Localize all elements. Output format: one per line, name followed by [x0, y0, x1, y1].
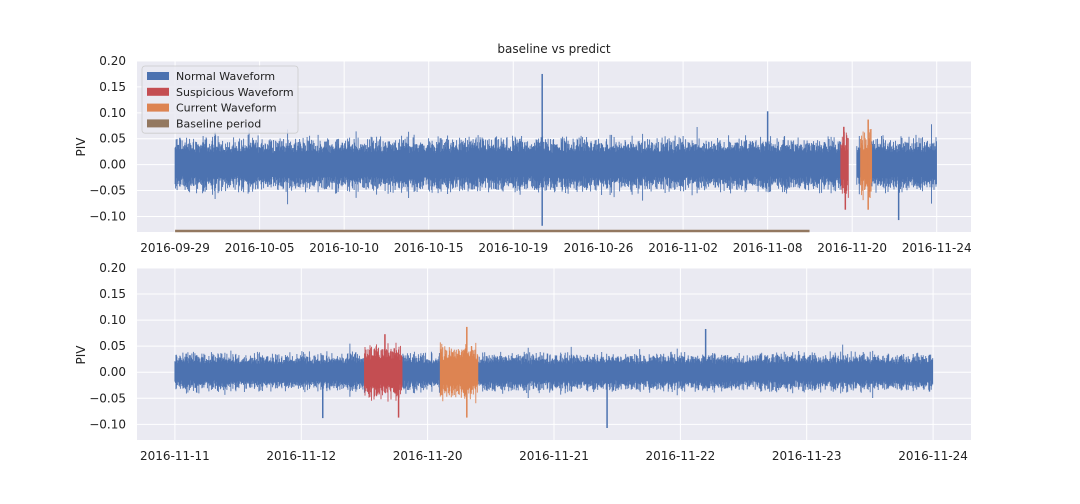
y-tick-label: 0.20	[99, 261, 126, 275]
x-tick-label: 2016-11-08	[733, 241, 803, 255]
chart-bottom: 0.20 0.15 0.10 0.05 0.00 −0.05 −0.10 2016-11-1…	[74, 261, 971, 463]
x-tick-label: 2016-11-11	[140, 449, 210, 463]
x-tick-label: 2016-11-12	[266, 449, 336, 463]
x-ticks-bottom: 2016-11-11 2016-11-12 2016-11-20 2016-11-21…	[140, 449, 968, 463]
legend-swatch	[147, 72, 169, 80]
legend-label: Baseline period	[176, 117, 261, 130]
x-tick-label: 2016-10-15	[394, 241, 464, 255]
waveform-normal	[174, 124, 937, 205]
y-tick-label: −0.10	[89, 417, 126, 431]
y-tick-label: 0.15	[99, 287, 126, 301]
x-tick-label: 2016-11-22	[646, 449, 716, 463]
y-tick-label: 0.05	[99, 132, 126, 146]
x-tick-label: 2016-11-02	[648, 241, 718, 255]
legend-swatch	[147, 103, 169, 112]
waveform-current	[439, 342, 479, 404]
legend-label: Current Waveform	[176, 102, 277, 115]
legend-label: Normal Waveform	[176, 70, 275, 83]
y-tick-label: −0.05	[89, 184, 126, 198]
grid-bottom	[137, 267, 971, 440]
y-tick-label: 0.10	[99, 106, 126, 120]
y-tick-label: 0.15	[99, 80, 126, 94]
y-axis-label-top: PIV	[74, 137, 88, 157]
legend-label: Suspicious Waveform	[176, 86, 294, 99]
y-ticks-bottom: 0.20 0.15 0.10 0.05 0.00 −0.05 −0.10	[89, 261, 126, 431]
waveforms-top	[174, 73, 937, 233]
y-axis-label-bottom: PIV	[74, 345, 88, 365]
y-tick-label: 0.00	[99, 158, 126, 172]
y-tick-label: 0.10	[99, 313, 126, 327]
waveforms-bottom	[174, 326, 934, 429]
x-tick-label: 2016-10-26	[564, 241, 634, 255]
x-tick-label: 2016-11-20	[817, 241, 887, 255]
x-ticks-top: 2016-09-29 2016-10-05 2016-10-10 2016-10-15…	[140, 241, 971, 255]
x-tick-label: 2016-09-29	[140, 241, 210, 255]
y-tick-label: −0.05	[89, 391, 126, 405]
y-tick-label: 0.20	[99, 54, 126, 68]
chart-top: 0.20 0.15 0.10 0.05 0.00 −0.05 −0.10 2016-09-2…	[74, 42, 972, 255]
x-tick-label: 2016-11-21	[519, 449, 589, 463]
x-tick-label: 2016-11-24	[898, 449, 968, 463]
y-tick-label: 0.05	[99, 339, 126, 353]
legend-swatch	[147, 87, 169, 96]
x-tick-label: 2016-10-19	[478, 241, 548, 255]
y-tick-label: 0.00	[99, 365, 126, 379]
x-tick-label: 2016-11-24	[902, 241, 972, 255]
legend-swatch	[147, 119, 169, 128]
x-tick-label: 2016-10-05	[225, 241, 295, 255]
legend-box	[141, 65, 299, 134]
y-tick-label: −0.10	[89, 209, 126, 223]
x-tick-label: 2016-11-23	[772, 449, 842, 463]
y-ticks-top: 0.20 0.15 0.10 0.05 0.00 −0.05 −0.10	[89, 54, 126, 223]
x-tick-label: 2016-11-20	[393, 449, 463, 463]
chart-title: baseline vs predict	[497, 42, 610, 56]
x-tick-label: 2016-10-10	[309, 241, 379, 255]
legend: Normal Waveform Suspicious Waveform Curren…	[141, 65, 299, 134]
